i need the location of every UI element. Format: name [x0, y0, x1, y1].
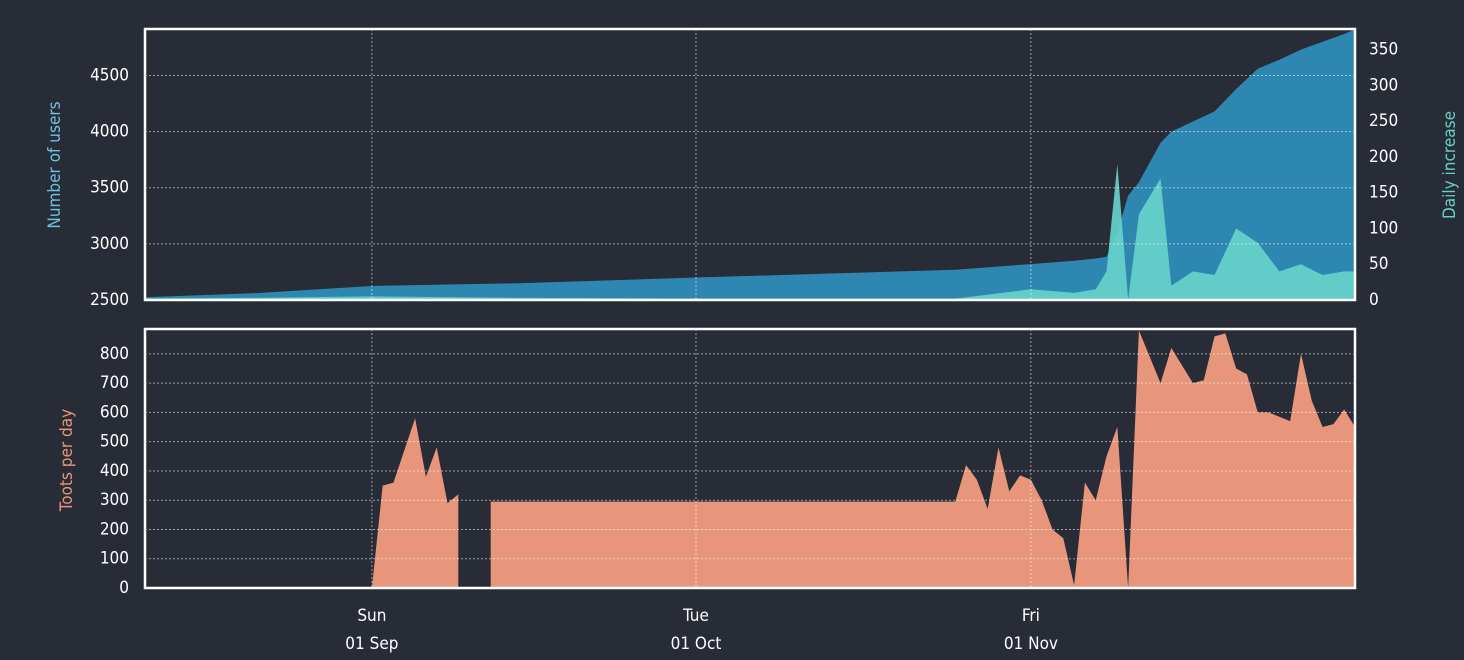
y2-tick-label: 0 [1369, 290, 1379, 310]
x-tick-label: Sun [357, 606, 386, 626]
y-tick-label: 0 [119, 578, 129, 598]
y-tick-label: 400 [100, 461, 129, 481]
area [145, 330, 1355, 588]
y2-tick-label: 150 [1369, 183, 1398, 203]
x-tick-label: Fri [1022, 606, 1040, 626]
y-tick-label: 100 [100, 549, 129, 569]
y-tick-label: 4000 [90, 122, 129, 142]
y-tick-label: 700 [100, 373, 129, 393]
y-axis-label: Toots per day [57, 409, 77, 512]
y-tick-label: 800 [100, 344, 129, 364]
y2-tick-label: 100 [1369, 218, 1398, 238]
x-tick-label: 01 Oct [671, 634, 722, 654]
y-tick-label: 200 [100, 519, 129, 539]
y-tick-label: 500 [100, 432, 129, 452]
y-tick-label: 600 [100, 402, 129, 422]
area [145, 29, 1355, 301]
x-tick-label: 01 Nov [1004, 634, 1058, 654]
plot-frame [143, 327, 1357, 590]
y-tick-label: 300 [100, 490, 129, 510]
y-tick-label: 4500 [90, 65, 129, 85]
y2-tick-label: 250 [1369, 111, 1398, 131]
x-tick-label: Tue [682, 606, 709, 626]
y-axis-label: Number of users [45, 101, 65, 228]
y-tick-label: 3000 [90, 234, 129, 254]
y-tick-label: 3500 [90, 178, 129, 198]
y2-tick-label: 300 [1369, 75, 1398, 95]
y-tick-label: 2500 [90, 290, 129, 310]
y2-tick-label: 350 [1369, 40, 1398, 60]
y2-tick-label: 50 [1369, 254, 1388, 274]
x-tick-label: 01 Sep [345, 634, 398, 654]
area [145, 164, 1355, 300]
y2-axis-label: Daily increase [1440, 111, 1460, 219]
y2-tick-label: 200 [1369, 147, 1398, 167]
plot-frame [143, 27, 1357, 302]
